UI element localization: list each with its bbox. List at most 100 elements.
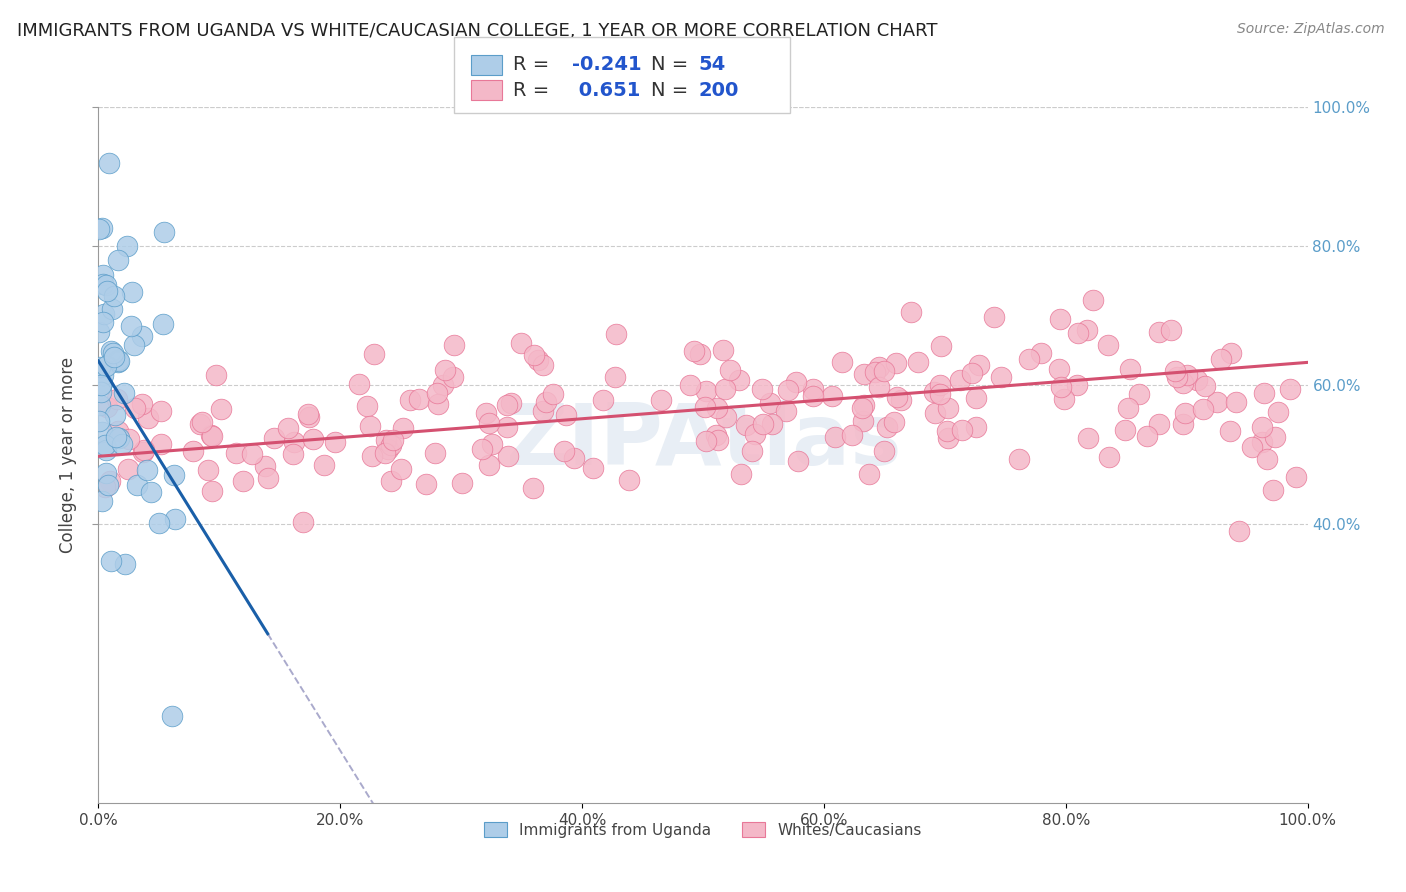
Point xyxy=(136,462,159,476)
Point xyxy=(1205,394,1227,409)
Point xyxy=(922,385,945,400)
Point xyxy=(1227,524,1250,539)
Point xyxy=(443,338,465,352)
Point xyxy=(425,446,447,460)
Point xyxy=(415,476,437,491)
Text: 0.651: 0.651 xyxy=(572,81,641,100)
Point xyxy=(1008,452,1031,467)
Point xyxy=(91,221,114,235)
Point xyxy=(263,431,285,445)
Text: IMMIGRANTS FROM UGANDA VS WHITE/CAUCASIAN COLLEGE, 1 YEAR OR MORE CORRELATION CH: IMMIGRANTS FROM UGANDA VS WHITE/CAUCASIA… xyxy=(17,22,938,40)
Point xyxy=(727,374,749,388)
Point xyxy=(433,363,456,377)
Point xyxy=(1173,376,1195,390)
Point xyxy=(153,225,176,239)
Point xyxy=(96,442,118,457)
Point xyxy=(97,478,120,492)
Point xyxy=(1194,378,1216,392)
Point xyxy=(160,709,183,723)
Point xyxy=(93,307,115,321)
Point xyxy=(107,352,129,367)
Point xyxy=(863,365,886,379)
Point xyxy=(118,432,141,446)
Point xyxy=(359,418,381,433)
Point xyxy=(292,515,315,529)
Point xyxy=(1018,352,1040,367)
Point xyxy=(1173,417,1195,431)
Point xyxy=(706,401,728,415)
Point xyxy=(929,378,952,392)
Point xyxy=(1225,394,1247,409)
Point xyxy=(619,473,641,487)
Point xyxy=(96,359,118,373)
Point xyxy=(1049,312,1071,326)
Point xyxy=(960,366,983,380)
Point xyxy=(555,409,578,423)
Point xyxy=(695,384,717,399)
Point xyxy=(1284,470,1306,484)
Point xyxy=(965,392,987,406)
Point xyxy=(868,380,890,394)
Point xyxy=(225,446,247,460)
Point xyxy=(679,378,702,392)
Point xyxy=(107,253,129,268)
Point xyxy=(605,326,627,341)
Text: Source: ZipAtlas.com: Source: ZipAtlas.com xyxy=(1237,22,1385,37)
Point xyxy=(91,315,114,329)
Text: R =: R = xyxy=(513,81,550,100)
Point xyxy=(91,368,114,383)
Point xyxy=(256,470,278,484)
Point xyxy=(1267,405,1289,419)
Point xyxy=(761,417,783,431)
Point xyxy=(107,424,129,438)
Point xyxy=(706,433,728,447)
Point xyxy=(1175,368,1198,383)
Point xyxy=(188,417,211,432)
Point xyxy=(683,344,706,359)
Point xyxy=(531,404,554,418)
Point xyxy=(103,288,125,302)
Point xyxy=(785,376,807,390)
Point xyxy=(471,442,494,457)
Point xyxy=(478,458,501,472)
Point xyxy=(149,437,172,451)
Point xyxy=(936,424,959,438)
Point xyxy=(1160,323,1182,337)
Point xyxy=(136,411,159,425)
Point xyxy=(89,221,111,235)
Point xyxy=(190,415,212,429)
Point xyxy=(936,401,959,416)
Point xyxy=(100,343,122,358)
Point xyxy=(821,389,844,403)
Point xyxy=(240,447,263,461)
Point xyxy=(929,387,952,401)
Point xyxy=(1220,346,1243,360)
Point xyxy=(592,393,614,408)
Point xyxy=(105,392,128,407)
Point xyxy=(94,466,117,480)
Point xyxy=(201,483,224,498)
Point xyxy=(89,359,111,374)
Point xyxy=(758,396,780,410)
Point xyxy=(852,367,875,381)
Point xyxy=(1114,424,1136,438)
Point xyxy=(90,378,112,392)
Point xyxy=(87,326,110,340)
Point xyxy=(91,277,114,291)
Point xyxy=(197,463,219,477)
Point xyxy=(907,354,929,368)
Point xyxy=(1174,406,1197,420)
Point xyxy=(104,408,127,422)
Point xyxy=(858,467,880,482)
Point xyxy=(531,359,554,373)
Point xyxy=(1119,362,1142,376)
Point xyxy=(553,444,575,458)
Text: -0.241: -0.241 xyxy=(572,55,643,74)
Point xyxy=(253,458,276,473)
Point xyxy=(1067,326,1090,340)
Point xyxy=(127,478,149,492)
Point xyxy=(98,475,121,489)
Point xyxy=(1053,392,1076,406)
Point xyxy=(1049,362,1071,376)
Point xyxy=(704,428,727,442)
